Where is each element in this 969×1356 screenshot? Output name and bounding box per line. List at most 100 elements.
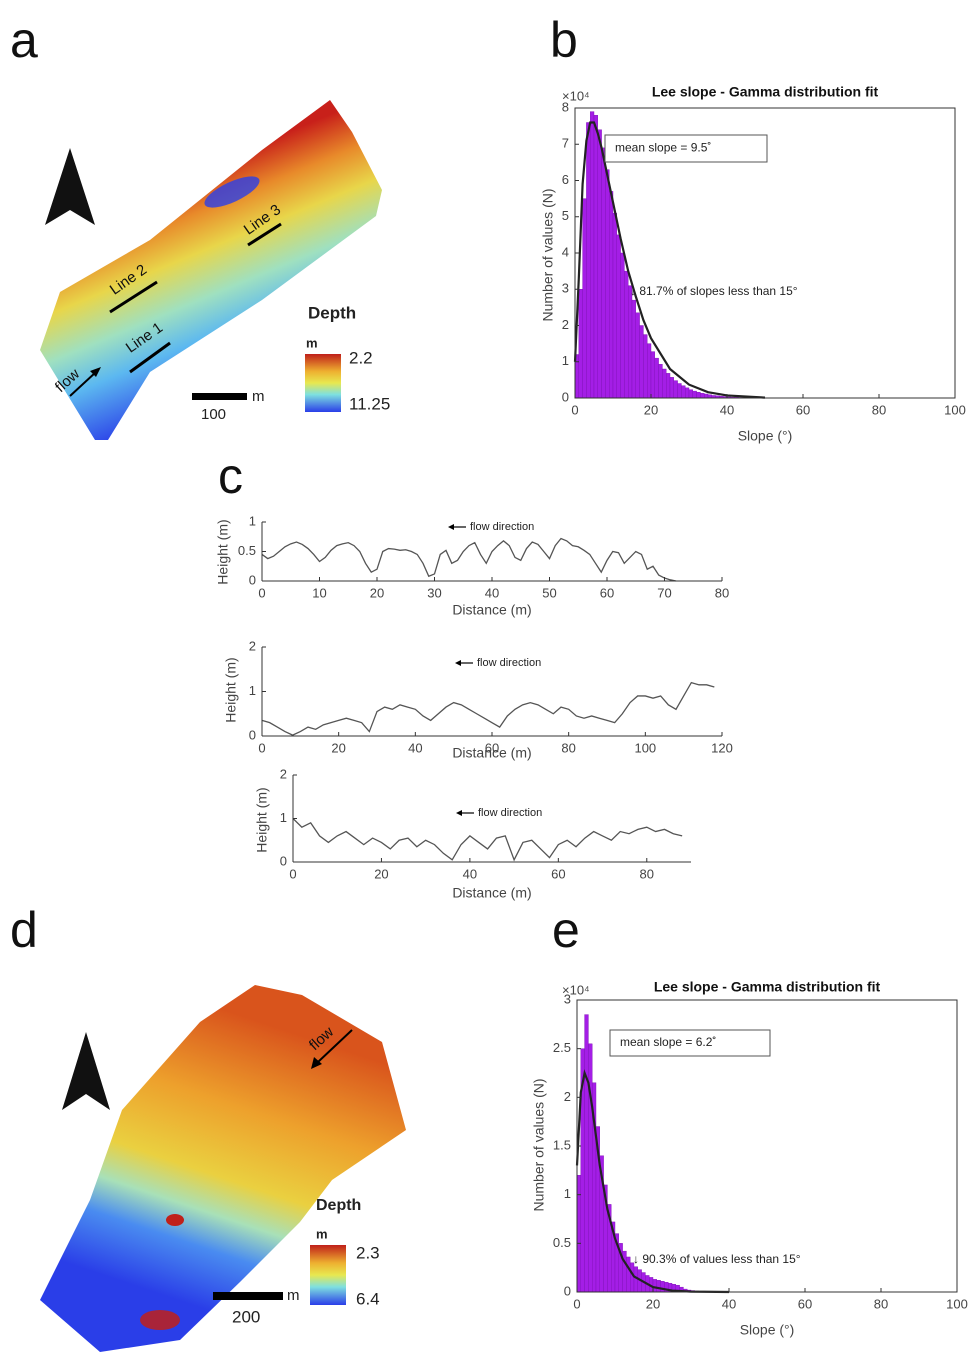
y-tick-label: 0 [562, 389, 569, 404]
flow-arrowhead [448, 524, 454, 530]
bar [586, 122, 591, 399]
profile-line [129, 341, 171, 374]
scale-value: 200 [232, 1307, 260, 1326]
x-tick-label: 20 [646, 1296, 660, 1311]
x-tick-label: 60 [551, 866, 565, 881]
bar [631, 299, 636, 399]
bathymetry [40, 100, 382, 440]
patch [140, 1310, 180, 1330]
y-tick-label: 0 [564, 1283, 571, 1298]
scale-unit: m [252, 388, 265, 405]
x-tick-label: 20 [331, 740, 345, 755]
x-tick-label: 60 [796, 402, 810, 417]
bar [654, 357, 659, 399]
x-tick-label: 60 [485, 740, 499, 755]
y-tick-label: 2 [562, 317, 569, 332]
annotation: ↓ 81.7% of slopes less than 15° [630, 284, 798, 298]
bar [681, 385, 686, 399]
bar [584, 1014, 589, 1293]
fit-line [575, 1069, 730, 1294]
bar [662, 368, 667, 399]
x-tick-label: 40 [720, 402, 734, 417]
x-tick-label: 0 [573, 1296, 580, 1311]
x-tick-label: 20 [644, 402, 658, 417]
bar [650, 351, 655, 399]
bar [660, 1281, 665, 1293]
legend-unit: m [316, 1226, 328, 1241]
annotation-box [604, 134, 768, 163]
chart-title: Lee slope - Gamma distribution fit [654, 979, 881, 995]
depression [204, 176, 260, 208]
y-tick-label: 3 [562, 281, 569, 296]
x-axis-label: Distance (m) [452, 885, 531, 901]
colorbar [310, 1245, 346, 1305]
bar [639, 325, 644, 399]
bar [616, 234, 621, 399]
x-tick-label: 30 [427, 585, 441, 600]
profile-line [292, 818, 683, 862]
scale-bar [192, 393, 247, 400]
y-tick-label: 2 [564, 1089, 571, 1104]
bar [643, 334, 648, 399]
x-tick-label: 60 [798, 1296, 812, 1311]
y-axis-label: Number of values (N) [531, 1078, 547, 1211]
bar [578, 289, 583, 399]
panel-letter: b [550, 12, 578, 68]
annotation: flow direction [478, 807, 542, 819]
x-tick-label: 20 [374, 866, 388, 881]
x-tick-label: 80 [715, 585, 729, 600]
y-tick-label: 5 [562, 208, 569, 223]
annotation-box [609, 1029, 771, 1057]
x-tick-label: 80 [640, 866, 654, 881]
panel-letter: d [10, 902, 38, 958]
panel-letter: e [552, 902, 580, 958]
bar [692, 390, 697, 399]
annotation: mean slope = 9.5˚ [615, 141, 711, 155]
bar [588, 1043, 593, 1293]
flow-arrowhead [90, 367, 101, 377]
axis-multiplier: ×10⁴ [562, 982, 590, 997]
bar [700, 393, 705, 399]
y-tick-label: 3 [564, 991, 571, 1006]
colorbar-label: 11.25 [349, 394, 390, 413]
x-tick-label: 40 [408, 740, 422, 755]
x-tick-label: 0 [289, 866, 296, 881]
x-tick-label: 20 [370, 585, 384, 600]
bar [696, 392, 701, 399]
flow-arrowhead [456, 810, 462, 816]
x-tick-label: 100 [634, 740, 656, 755]
bar [688, 389, 693, 399]
scale-bar [213, 1292, 283, 1300]
y-tick-label: 2 [249, 638, 256, 653]
y-tick-label: 1 [564, 1186, 571, 1201]
bar [609, 191, 614, 399]
bar [656, 1280, 661, 1293]
y-tick-label: 1 [249, 513, 256, 528]
y-tick-label: 0.5 [553, 1235, 571, 1250]
north-arrow [45, 148, 95, 225]
y-axis-label: Height (m) [254, 787, 270, 852]
bar [630, 1262, 635, 1293]
colorbar [305, 354, 341, 412]
annotation: ↓ 90.3% of values less than 15° [633, 1252, 801, 1266]
profile-line [261, 537, 677, 582]
y-tick-label: 2 [280, 766, 287, 781]
bar [597, 129, 602, 399]
patch [166, 1214, 184, 1226]
chart-title: Lee slope - Gamma distribution fit [652, 84, 879, 100]
y-tick-label: 0 [249, 572, 256, 587]
y-tick-label: 7 [562, 136, 569, 151]
flow-arrowhead [455, 660, 461, 666]
colorbar-label: 6.4 [356, 1289, 380, 1308]
bar [677, 383, 682, 399]
bar [601, 147, 606, 399]
map-a: Line 1 Line 2 Line 3 flow Depth m 2.2 11… [40, 100, 390, 440]
scale-unit: m [287, 1287, 300, 1304]
x-tick-label: 100 [944, 402, 966, 417]
y-axis-label: Height (m) [215, 519, 231, 584]
x-tick-label: 100 [946, 1296, 968, 1311]
y-axis-label: Number of values (N) [540, 188, 556, 321]
x-tick-label: 0 [258, 740, 265, 755]
bathymetry [40, 985, 406, 1352]
